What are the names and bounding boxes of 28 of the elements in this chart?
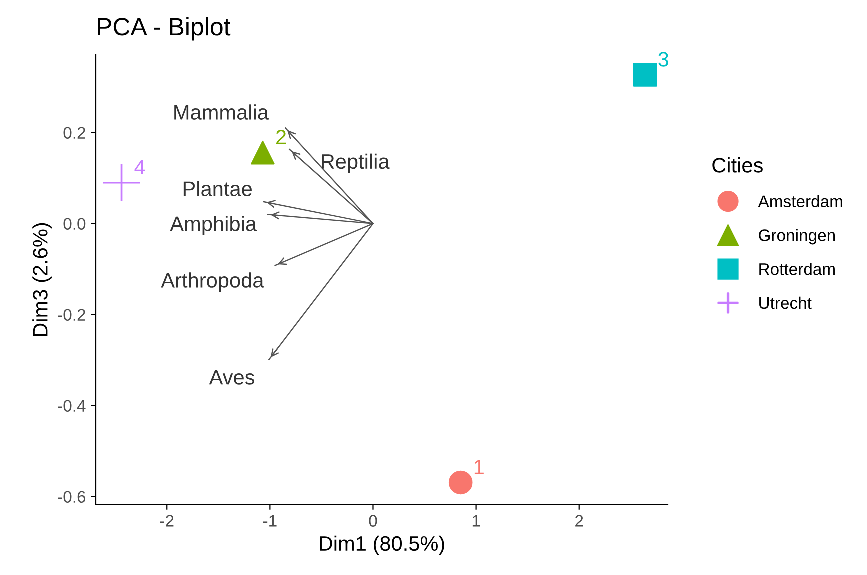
- legend-title: Cities: [712, 158, 763, 173]
- x-tick-label: 1: [472, 515, 480, 527]
- y-tick-label: -0.4: [58, 400, 86, 412]
- legend-label: Amsterdam: [758, 195, 842, 208]
- x-tick-label: -2: [160, 515, 174, 527]
- x-tick-label: -1: [264, 515, 277, 527]
- x-axis-title: Dim1 (80.5%): [320, 536, 444, 556]
- annotation: 2: [276, 130, 286, 144]
- y-tick-label: -0.6: [58, 491, 86, 504]
- x-tick-label: 2: [576, 515, 584, 527]
- y-tick-label: 0.0: [64, 218, 86, 230]
- legend-label: Groningen: [759, 229, 836, 245]
- y-tick-label: 0.2: [64, 127, 86, 140]
- annotation: 1: [474, 460, 484, 474]
- legend-label: Rotterdam: [760, 263, 835, 276]
- legend-label: Utrecht: [760, 296, 812, 310]
- y-tick-label: -0.2: [58, 309, 86, 322]
- series-label: Mammalia: [174, 104, 269, 120]
- series-label: Plantae: [184, 181, 252, 196]
- annotation: 3: [658, 52, 668, 67]
- series-label: Aves: [209, 370, 255, 385]
- legend-label: Reptilia: [322, 154, 390, 174]
- series-label: Amphibia: [170, 216, 258, 236]
- chart-title: PCA - Biplot: [98, 17, 231, 41]
- y-axis-title: Dim3 (2.6%): [32, 223, 52, 336]
- annotation: 4: [134, 160, 146, 175]
- x-tick-label: 0: [369, 515, 378, 527]
- series-label: Arthropoda: [161, 272, 264, 292]
